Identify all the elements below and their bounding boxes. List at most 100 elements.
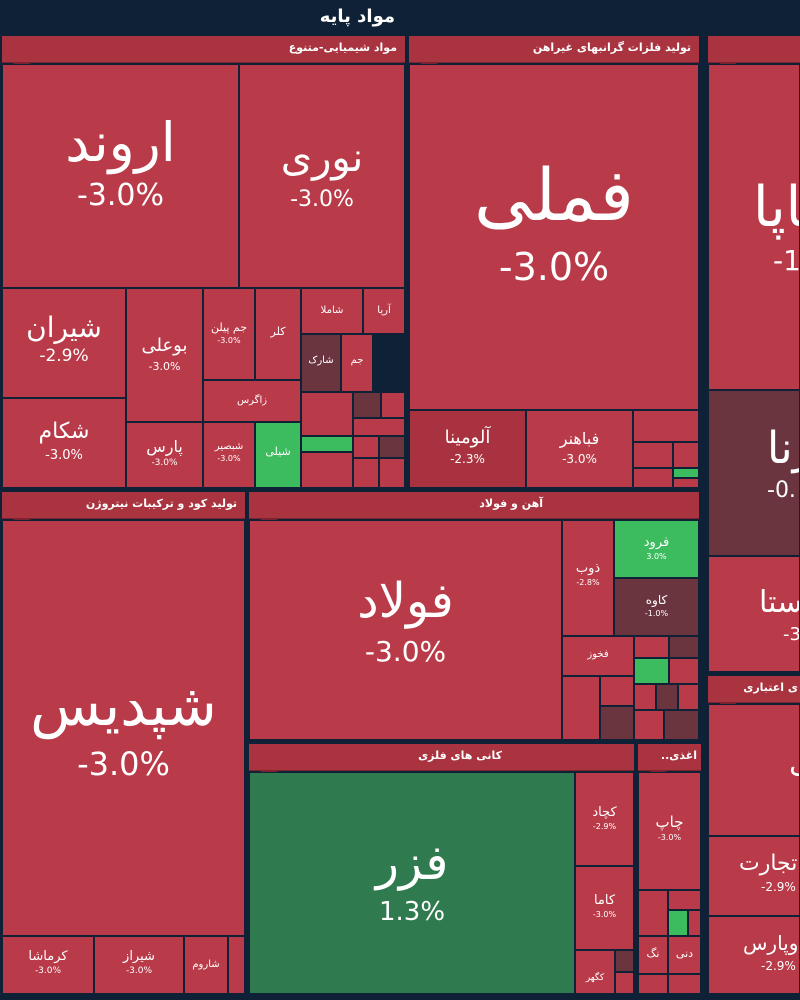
tile-fabahonar[interactable]: فباهنر -3.0% — [526, 410, 633, 488]
tile-forood[interactable]: فرود 3.0% — [614, 520, 699, 578]
tile-shekam[interactable]: شکام -3.0% — [2, 398, 126, 488]
tile-kermasha[interactable]: کرماشا -3.0% — [2, 936, 94, 994]
sector-header[interactable]: کانی های فلزی — [249, 744, 634, 778]
tile-sharoom[interactable]: شاروم — [184, 936, 228, 994]
tile-paya[interactable]: پاپا -1 — [708, 64, 800, 390]
tile-chap[interactable]: چاپ -3.0% — [638, 772, 701, 890]
tile-alumina[interactable]: آلومینا -2.3% — [409, 410, 526, 488]
tile-kagohar[interactable]: کگهر — [575, 950, 615, 994]
tile-credit-top[interactable]: ی — [708, 704, 800, 836]
tile-shebsir[interactable]: شبصیر -3.0% — [203, 422, 255, 488]
tile-vpars[interactable]: وپارس -2.9% — [708, 916, 800, 994]
small-tile[interactable] — [633, 410, 699, 442]
tile-fakhoz[interactable]: فخوز — [562, 636, 634, 676]
sector-header[interactable] — [708, 36, 800, 70]
small-tile[interactable] — [562, 676, 600, 740]
small-tile[interactable] — [634, 710, 664, 740]
tile-nag[interactable]: نگ — [638, 936, 668, 974]
change-pct: -2.9% — [39, 346, 89, 366]
sector-header[interactable]: ی اعتباری — [708, 676, 800, 710]
small-tile[interactable] — [379, 436, 405, 458]
small-tile[interactable] — [381, 392, 405, 418]
small-tile[interactable] — [668, 890, 701, 910]
small-tile[interactable] — [668, 910, 688, 936]
small-tile[interactable] — [638, 974, 668, 994]
small-tile[interactable] — [638, 890, 668, 936]
small-tile[interactable] — [379, 458, 405, 488]
sector-header[interactable]: تولید فلزات گرانبهای غیراهن — [409, 36, 699, 70]
tile-shiran[interactable]: شیران -2.9% — [2, 288, 126, 398]
change-pct: -3.0% — [151, 458, 178, 468]
tile-jam[interactable]: جم — [341, 334, 373, 392]
sector-metal-ores[interactable]: کانی های فلزی فزر 1.3% کچاد -2.9% کاما -… — [249, 744, 634, 994]
tile-tejarat[interactable]: تجارت -2.9% — [708, 836, 800, 916]
tile-dani[interactable]: دنی — [668, 936, 701, 974]
small-tile[interactable] — [673, 478, 699, 488]
tile-boali[interactable]: بوعلی -3.0% — [126, 288, 203, 422]
sector-iron-steel[interactable]: آهن و فولاد فولاد -3.0% ذوب -2.8% فرود 3… — [249, 492, 699, 740]
small-tile[interactable] — [634, 636, 669, 658]
tile-kala[interactable]: کلر — [255, 288, 301, 380]
small-tile[interactable] — [615, 950, 634, 972]
sector-header[interactable]: مواد شیمیایی-متنوع — [2, 36, 405, 70]
small-tile[interactable] — [664, 710, 699, 740]
tile-sharak[interactable]: شارک — [301, 334, 341, 392]
small-tile[interactable] — [353, 418, 405, 436]
tile-shiraz[interactable]: شیراز -3.0% — [94, 936, 184, 994]
small-tile[interactable] — [673, 442, 699, 468]
small-tile[interactable] — [615, 972, 634, 994]
tile-kaveh[interactable]: کاوه -1.0% — [614, 578, 699, 636]
tile-kachad[interactable]: کچاد -2.9% — [575, 772, 634, 866]
tile-asta[interactable]: ستا -3. — [708, 556, 800, 672]
ticker: پاپا — [753, 175, 799, 240]
small-tile[interactable] — [669, 658, 699, 684]
small-tile[interactable] — [633, 442, 673, 468]
tile-jampilan[interactable]: جم پیلن -3.0% — [203, 288, 255, 380]
small-tile[interactable] — [634, 684, 656, 710]
small-tile[interactable] — [301, 452, 353, 488]
sector-header[interactable]: آهن و فولاد — [249, 492, 699, 526]
ticker: شاروم — [192, 959, 220, 970]
tile-zagros[interactable]: زاگرس — [203, 380, 301, 422]
tile-fameli[interactable]: فملی -3.0% — [409, 64, 699, 410]
small-tile[interactable] — [301, 436, 353, 452]
small-tile[interactable] — [688, 910, 701, 936]
small-tile[interactable] — [228, 936, 245, 994]
small-tile[interactable] — [600, 676, 634, 706]
sector-fertilizer[interactable]: تولید کود و ترکیبات نیتروژن شپدیس -3.0% … — [2, 492, 245, 994]
small-tile[interactable] — [668, 974, 701, 994]
sector-paper[interactable]: ..اغذی چاپ -3.0% نگ دنی — [638, 744, 701, 994]
small-tile[interactable] — [656, 684, 678, 710]
small-tile[interactable] — [353, 458, 379, 488]
tile-arvand[interactable]: اروند -3.0% — [2, 64, 239, 288]
small-tile[interactable] — [353, 392, 381, 418]
tile-shamla[interactable]: شاملا — [301, 288, 363, 334]
tile-rena[interactable]: رنا -0. — [708, 390, 800, 556]
sector-header[interactable]: تولید کود و ترکیبات نیتروژن — [2, 492, 245, 526]
tile-kama[interactable]: کاما -3.0% — [575, 866, 634, 950]
tile-zob[interactable]: ذوب -2.8% — [562, 520, 614, 636]
small-tile[interactable] — [634, 658, 669, 684]
change-pct: -3.0% — [562, 452, 597, 466]
ticker: فباهنر — [559, 429, 600, 448]
tile-fazar[interactable]: فزر 1.3% — [249, 772, 575, 994]
ticker: دنی — [675, 947, 694, 960]
tile-pars[interactable]: پارس -3.0% — [126, 422, 203, 488]
small-tile[interactable] — [600, 706, 634, 740]
sector-precious-metals[interactable]: تولید فلزات گرانبهای غیراهن فملی -3.0% آ… — [409, 36, 699, 488]
small-tile[interactable] — [678, 684, 699, 710]
tile-arya[interactable]: آریا — [363, 288, 405, 334]
tile-shepdis[interactable]: شپدیس -3.0% — [2, 520, 245, 936]
small-tile[interactable] — [673, 468, 699, 478]
sector-right-partial[interactable]: پاپا -1 رنا -0. ستا -3. — [708, 36, 800, 672]
tile-nouri[interactable]: نوری -3.0% — [239, 64, 405, 288]
tile-foolad[interactable]: فولاد -3.0% — [249, 520, 562, 740]
small-tile[interactable] — [669, 636, 699, 658]
small-tile[interactable] — [353, 436, 379, 458]
sector-header[interactable]: ..اغذی — [638, 744, 701, 778]
sector-chemicals[interactable]: مواد شیمیایی-متنوع اروند -3.0% نوری -3.0… — [2, 36, 405, 488]
tile-shoali[interactable]: شیلی — [255, 422, 301, 488]
small-tile[interactable] — [301, 392, 353, 436]
small-tile[interactable] — [633, 468, 673, 488]
sector-credit[interactable]: ی اعتباری ی تجارت -2.9% وپارس -2.9% — [708, 676, 800, 994]
